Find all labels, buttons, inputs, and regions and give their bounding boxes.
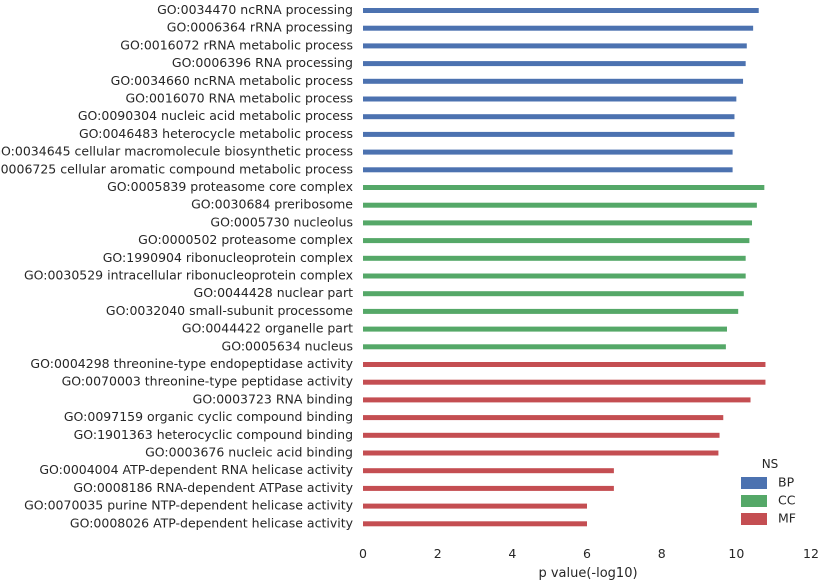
bar (363, 291, 744, 297)
bar (363, 485, 614, 491)
bar (363, 167, 733, 173)
category-label: GO:0034660 ncRNA metabolic process (111, 73, 353, 88)
legend-swatch (741, 513, 767, 525)
x-tick-label: 4 (508, 546, 516, 561)
category-label: GO:0006364 rRNA processing (167, 20, 353, 35)
bar (363, 397, 751, 403)
legend-label: BP (778, 475, 795, 490)
bar (363, 344, 726, 350)
bar (363, 468, 614, 474)
bar (363, 273, 746, 279)
x-tick-label: 12 (803, 546, 819, 561)
category-label: GO:0006396 RNA processing (172, 55, 353, 70)
x-tick-label: 10 (728, 546, 744, 561)
category-label: GO:1901363 heterocyclic compound binding (74, 427, 353, 442)
category-label: GO:0003676 nucleic acid binding (145, 445, 353, 460)
category-label: GO:0004298 threonine-type endopeptidase … (30, 356, 353, 371)
bar (363, 202, 757, 208)
category-label: GO:0044422 organelle part (182, 321, 353, 336)
category-label: GO:0034470 ncRNA processing (157, 2, 353, 17)
legend-label: MF (778, 511, 796, 526)
legend-items: BP CC MF (741, 475, 796, 526)
bar (363, 362, 766, 367)
category-label: GO:0005839 proteasome core complex (107, 179, 353, 194)
category-label: GO:0044428 nuclear part (194, 285, 354, 300)
bar (363, 149, 733, 155)
category-label: GO:0003723 RNA binding (193, 391, 353, 406)
bar (363, 185, 765, 190)
bar (363, 379, 766, 385)
bar (363, 503, 587, 509)
bar (363, 114, 735, 120)
category-label: GO:0004004 ATP-dependent RNA helicase ac… (39, 462, 353, 477)
category-label: GO:0030684 preribosome (191, 197, 353, 212)
legend-swatch (741, 495, 767, 507)
bar (363, 255, 746, 261)
category-label: GO:0032040 small-subunit processome (106, 303, 353, 318)
bar (363, 521, 587, 527)
category-label: GO:0005634 nucleus (222, 338, 353, 353)
bar (363, 432, 720, 438)
bar (363, 131, 735, 137)
category-label: GO:0008026 ATP-dependent helicase activi… (70, 515, 354, 530)
bar (363, 43, 747, 49)
bar (363, 78, 744, 84)
category-label: GO:1990904 ribonucleoprotein complex (103, 250, 353, 265)
bar (363, 25, 754, 31)
category-label: GO:0097159 organic cyclic compound bindi… (64, 409, 353, 424)
bar (363, 238, 750, 244)
category-label: GO:0016070 RNA metabolic process (125, 91, 353, 106)
bars-group (363, 8, 766, 527)
legend-title: NS (762, 457, 779, 471)
legend-label: CC (778, 493, 796, 508)
bar (363, 450, 719, 456)
x-axis-label: p value(-log10) (538, 566, 637, 581)
bar (363, 326, 727, 332)
x-tick-label: 8 (658, 546, 666, 561)
category-label: GO:0005730 nucleolus (210, 214, 353, 229)
legend: NS BP CC MF (741, 457, 796, 526)
x-tick-label: 2 (434, 546, 442, 561)
x-tick-label: 6 (583, 546, 591, 561)
bar (363, 308, 739, 314)
category-label: GO:0030529 intracellular ribonucleoprote… (24, 268, 353, 283)
category-label: GO:0006725 cellular aromatic compound me… (0, 161, 353, 176)
category-label: GO:0070003 threonine-type peptidase acti… (62, 374, 354, 389)
bar (363, 220, 753, 226)
category-label: GO:0070035 purine NTP-dependent helicase… (24, 498, 354, 513)
legend-swatch (741, 477, 767, 489)
category-labels: GO:0034470 ncRNA processing GO:0006364 rR… (0, 2, 354, 530)
bar (363, 96, 737, 102)
bar (363, 61, 746, 67)
category-label: GO:0090304 nucleic acid metabolic proces… (78, 108, 353, 123)
category-label: GO:0034645 cellular macromolecule biosyn… (0, 144, 353, 159)
x-axis-ticks: 0 2 4 6 8 10 12 (359, 546, 819, 561)
category-label: GO:0016072 rRNA metabolic process (120, 37, 353, 52)
category-label: GO:0008186 RNA-dependent ATPase activity (73, 480, 353, 495)
x-tick-label: 0 (359, 546, 367, 561)
category-label: GO:0046483 heterocycle metabolic process (79, 126, 353, 141)
bar (363, 8, 759, 13)
category-label: GO:0000502 proteasome complex (138, 232, 353, 247)
bar (363, 415, 724, 421)
